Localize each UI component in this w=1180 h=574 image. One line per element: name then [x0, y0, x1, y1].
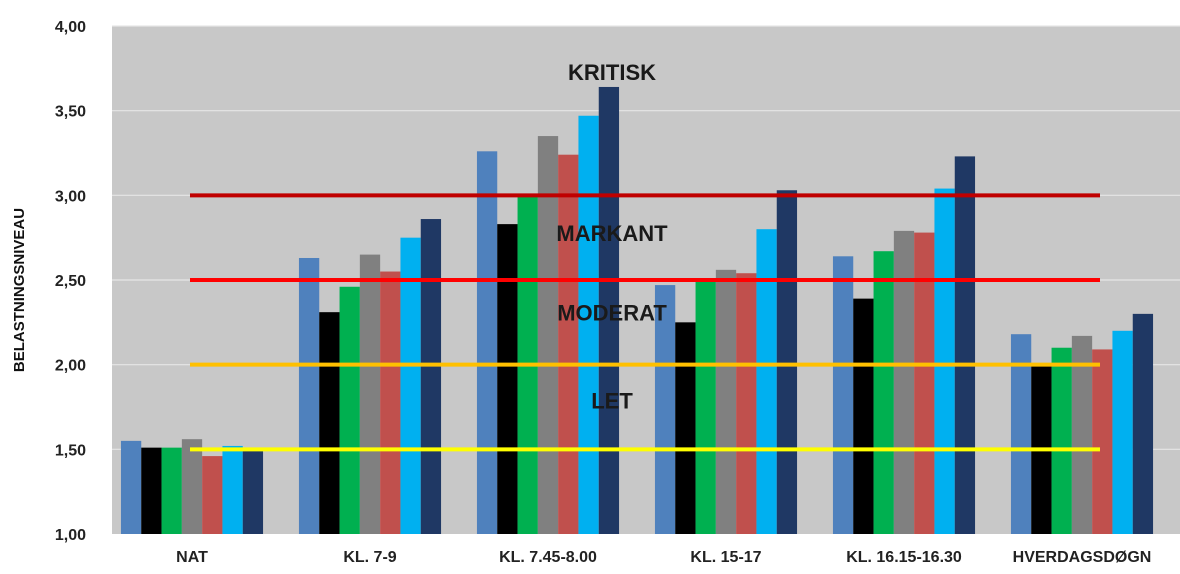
y-axis-ticks: 1,00 1,50 2,00 2,50 3,00 3,50 4,00	[55, 19, 86, 544]
bars	[120, 86, 1154, 535]
bar	[893, 230, 915, 535]
bar	[120, 440, 142, 534]
bar	[476, 151, 498, 534]
bar	[1092, 349, 1113, 534]
bar	[598, 86, 620, 535]
band-label: LET	[591, 389, 633, 414]
bar	[695, 281, 716, 534]
bar	[161, 447, 182, 534]
bar	[578, 115, 599, 534]
bar	[242, 451, 264, 534]
bar	[537, 136, 559, 535]
bar	[853, 298, 874, 534]
bar	[202, 456, 223, 534]
bar	[339, 286, 360, 534]
category-label: KL. 7-9	[343, 549, 396, 566]
bar	[222, 445, 243, 534]
y-tick-label: 1,50	[55, 442, 86, 459]
bar	[298, 257, 320, 534]
bar	[400, 237, 421, 534]
bar	[934, 188, 955, 534]
category-label: KL. 15-17	[690, 549, 761, 566]
bar	[954, 156, 976, 535]
y-tick-label: 2,50	[55, 273, 86, 290]
bar	[558, 154, 579, 534]
bar	[141, 447, 162, 534]
y-tick-label: 1,00	[55, 527, 86, 544]
y-tick-label: 2,00	[55, 358, 86, 375]
band-label: MARKANT	[556, 221, 668, 246]
bar	[1051, 347, 1072, 534]
bar	[1132, 313, 1154, 534]
band-labels: KRITISK MARKANT MODERAT LET	[556, 60, 668, 414]
bar	[181, 439, 203, 534]
bar	[715, 269, 737, 534]
bar	[1112, 330, 1133, 534]
y-axis-label: BELASTNINGSNIVEAU	[11, 208, 28, 372]
category-label: KL. 7.45-8.00	[499, 549, 597, 566]
bar	[776, 190, 798, 534]
y-tick-label: 4,00	[55, 19, 86, 36]
category-label: KL. 16.15-16.30	[846, 549, 962, 566]
bar	[420, 219, 442, 535]
bar	[756, 229, 777, 534]
threshold-lines	[190, 193, 1100, 452]
band-label: MODERAT	[557, 301, 667, 326]
y-tick-label: 3,00	[55, 188, 86, 205]
bar	[1071, 335, 1093, 534]
bar	[914, 232, 935, 534]
bar	[497, 224, 518, 534]
category-labels: NAT KL. 7-9 KL. 7.45-8.00 KL. 15-17 KL. 16.1…	[176, 549, 1151, 566]
bar	[873, 251, 894, 535]
category-label: NAT	[176, 549, 208, 566]
bar	[675, 322, 696, 534]
bar	[380, 271, 401, 534]
category-label: HVERDAGSDØGN	[1013, 549, 1152, 566]
bar	[319, 312, 340, 534]
band-label: KRITISK	[568, 60, 656, 85]
bar	[1010, 334, 1032, 534]
bar	[832, 256, 854, 534]
bar	[736, 273, 757, 534]
y-tick-label: 3,50	[55, 104, 86, 121]
bar	[654, 285, 676, 534]
bar	[359, 254, 381, 534]
